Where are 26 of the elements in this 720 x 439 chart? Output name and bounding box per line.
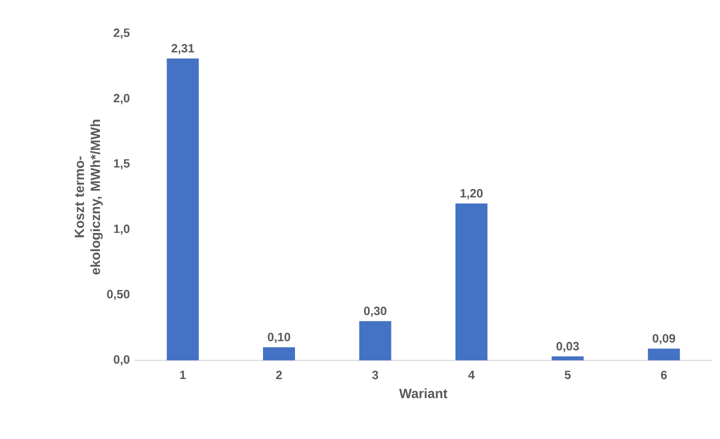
data-label: 0,10 (268, 332, 290, 344)
bar (359, 321, 392, 360)
data-label: 0,03 (556, 342, 579, 352)
y-tick-label: 1,5 (114, 159, 130, 170)
x-tick-label: 1 (180, 370, 186, 379)
y-tick-label: 1,0 (114, 224, 130, 235)
y-tick-label: 0,0 (114, 355, 130, 366)
y-tick-label: 0,50 (107, 290, 130, 300)
data-label: 1,20 (460, 189, 483, 200)
bar (455, 204, 488, 360)
y-tick-label: 2,5 (114, 28, 130, 39)
x-tick-label: 5 (564, 370, 571, 380)
data-label: 0,09 (652, 334, 676, 344)
x-tick-label: 6 (661, 370, 667, 380)
x-axis-title: Wariant (399, 388, 448, 398)
y-axis-title: Koszt termo-ekologiczny, MWh*/MWh (74, 120, 103, 274)
y-tick-label: 2,0 (114, 94, 130, 104)
x-tick-label: 2 (276, 370, 282, 380)
bar (166, 58, 199, 360)
x-tick-label: 3 (372, 370, 378, 380)
data-label: 2,31 (172, 44, 194, 54)
x-tick-label: 4 (468, 370, 475, 379)
data-label: 0,30 (364, 306, 386, 317)
bar (648, 348, 680, 360)
bar (263, 347, 296, 360)
bar (552, 356, 584, 360)
